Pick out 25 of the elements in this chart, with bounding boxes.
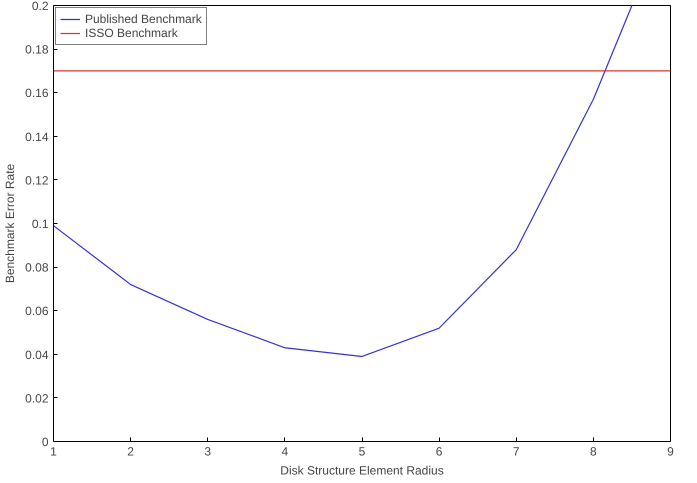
y-tick-label: 0.12 xyxy=(25,173,49,188)
x-tick-label: 8 xyxy=(590,444,598,458)
y-tick-label: 0.02 xyxy=(25,391,49,406)
x-tick-label: 1 xyxy=(50,444,58,458)
legend-label: ISSO Benchmark xyxy=(85,26,178,40)
y-axis-title: Benchmark Error Rate xyxy=(3,163,18,284)
y-tick-label: 0.16 xyxy=(25,86,49,100)
y-tick-label: 0.06 xyxy=(25,304,49,318)
y-tick-label: 0.18 xyxy=(25,42,49,57)
y-tick-label: 0.1 xyxy=(32,217,49,231)
x-tick-label: 6 xyxy=(436,444,443,458)
x-tick-label: 9 xyxy=(667,444,674,458)
line-series xyxy=(54,6,633,358)
y-tick-label: 0.14 xyxy=(25,130,49,144)
x-tick-label: 4 xyxy=(282,444,289,458)
x-tick-label: 5 xyxy=(358,444,366,458)
x-tick-label: 2 xyxy=(127,444,134,458)
y-tick-label: 0.2 xyxy=(32,0,49,13)
x-tick-label: 7 xyxy=(512,444,520,458)
y-tick-label: 0.08 xyxy=(25,260,49,275)
y-tick-label: 0.04 xyxy=(25,348,49,362)
x-tick-label: 3 xyxy=(204,444,212,458)
x-axis-title: Disk Structure Element Radius xyxy=(280,464,444,478)
y-tick-label: 0 xyxy=(42,435,49,449)
legend-label: Published Benchmark xyxy=(85,12,202,26)
